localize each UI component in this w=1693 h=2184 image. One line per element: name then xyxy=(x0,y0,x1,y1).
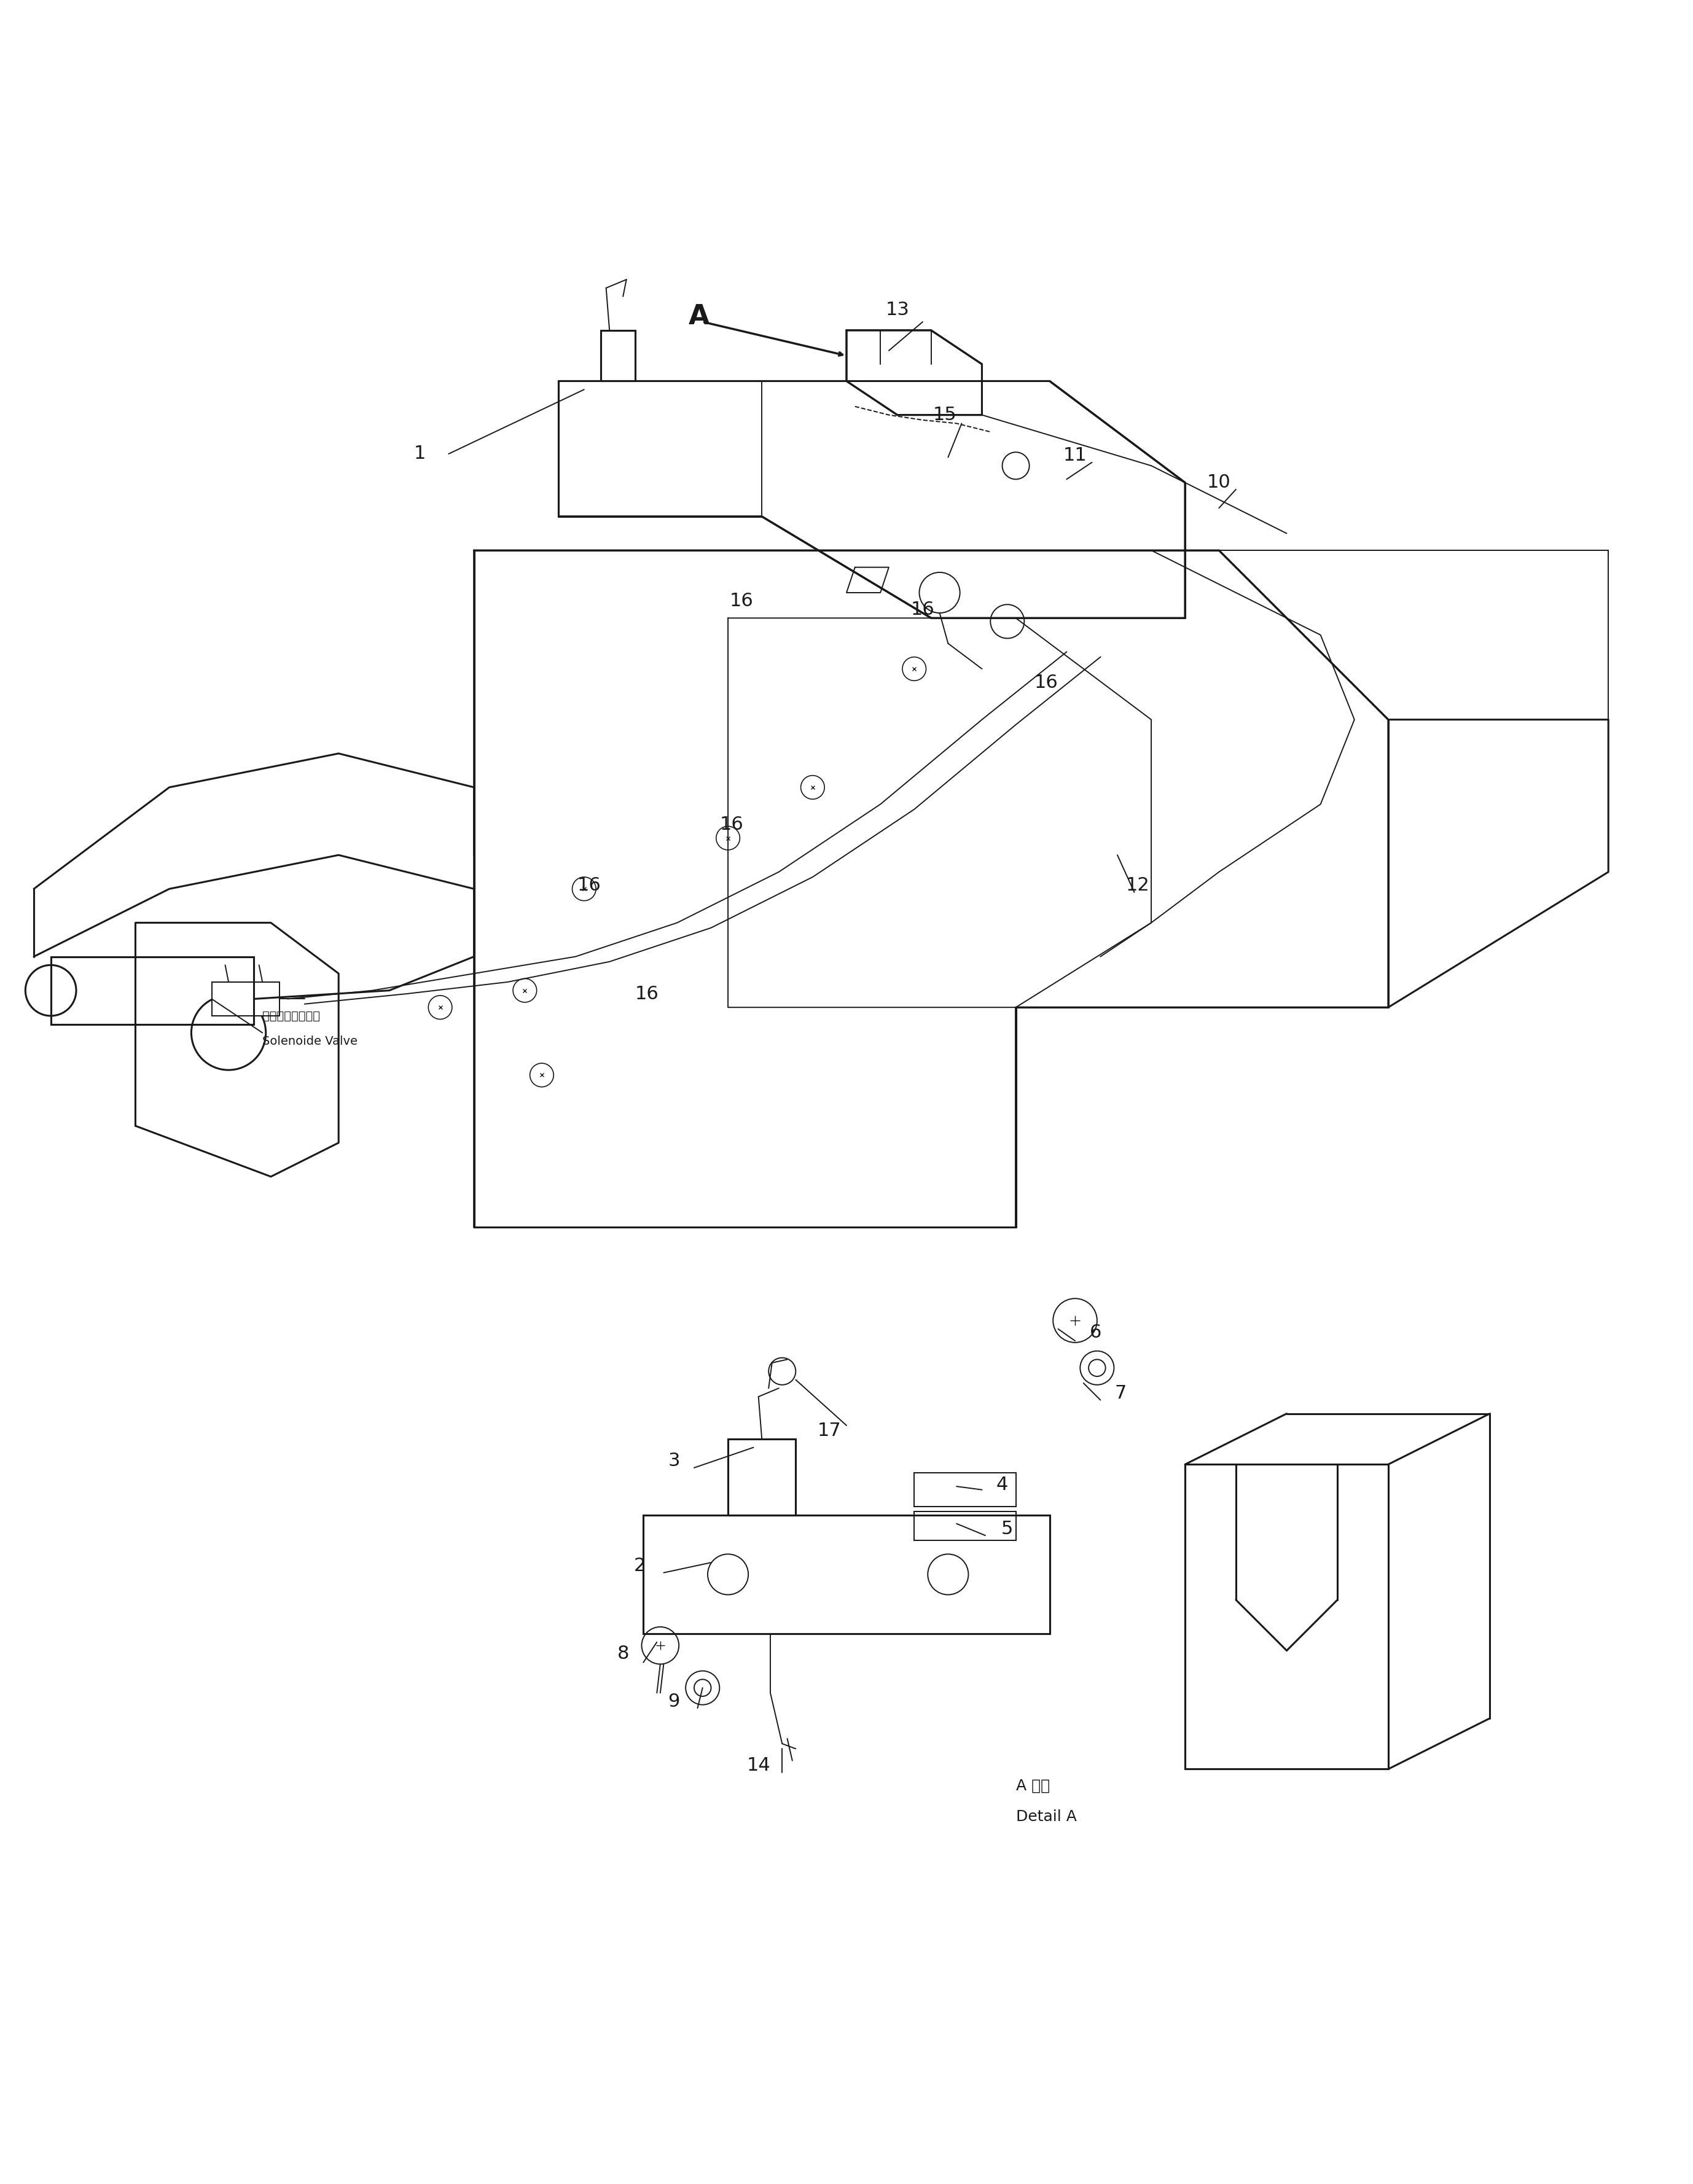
Text: 8: 8 xyxy=(616,1645,630,1662)
Polygon shape xyxy=(51,957,254,1024)
Text: 10: 10 xyxy=(1207,474,1231,491)
Text: Solenoide Valve: Solenoide Valve xyxy=(262,1035,357,1046)
Text: Detail A: Detail A xyxy=(1016,1808,1077,1824)
Text: ソレノイドバルブ: ソレノイドバルブ xyxy=(262,1009,320,1022)
Polygon shape xyxy=(559,380,1185,618)
Text: 16: 16 xyxy=(911,601,935,618)
Polygon shape xyxy=(601,330,635,380)
Text: 6: 6 xyxy=(1089,1324,1102,1341)
Polygon shape xyxy=(914,1511,1016,1540)
Text: 9: 9 xyxy=(667,1693,681,1710)
Text: 4: 4 xyxy=(995,1476,1009,1494)
Polygon shape xyxy=(914,1472,1016,1507)
Text: 7: 7 xyxy=(1114,1385,1128,1402)
Text: 16: 16 xyxy=(577,876,601,895)
Text: 15: 15 xyxy=(933,406,957,424)
Polygon shape xyxy=(212,983,279,1016)
Text: 1: 1 xyxy=(413,446,427,463)
Text: 2: 2 xyxy=(633,1557,647,1575)
Text: 11: 11 xyxy=(1063,448,1087,465)
Text: 3: 3 xyxy=(667,1452,681,1470)
Text: 17: 17 xyxy=(818,1422,841,1439)
Text: 5: 5 xyxy=(1001,1520,1014,1538)
Text: 13: 13 xyxy=(885,301,909,319)
Polygon shape xyxy=(643,1516,1050,1634)
Polygon shape xyxy=(846,330,982,415)
Text: A: A xyxy=(689,304,709,330)
Text: 14: 14 xyxy=(747,1756,770,1776)
Text: A 詳細: A 詳細 xyxy=(1016,1778,1050,1793)
Polygon shape xyxy=(728,1439,796,1516)
Text: 16: 16 xyxy=(1034,673,1058,692)
Text: 12: 12 xyxy=(1126,876,1150,895)
Text: 16: 16 xyxy=(730,592,753,609)
Polygon shape xyxy=(1185,1465,1388,1769)
Text: 16: 16 xyxy=(720,815,743,834)
Text: 16: 16 xyxy=(635,985,659,1002)
